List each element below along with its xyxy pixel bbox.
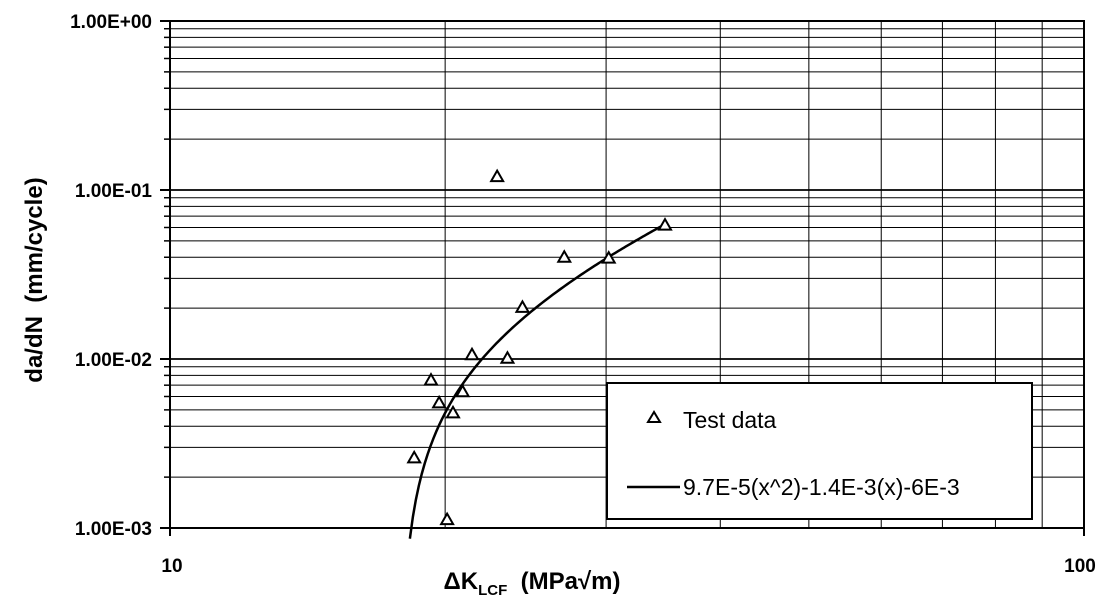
y-tick-label: 1.00E-03 [75,519,152,540]
plot-border [169,20,1085,529]
legend: Test data 9.7E-5(x^2)-1.4E-3(x)-6E-3 [606,382,1033,520]
legend-box [606,382,1033,520]
data-points-layer [406,168,673,526]
data-point-triangle [556,249,572,263]
data-point-triangle [439,511,455,526]
data-point-triangle [601,250,617,264]
data-point-triangle [489,168,505,183]
x-axis-title-units: (MPa√m) [521,568,621,595]
legend-triangle-marker-icon [646,410,662,423]
data-point-triangle [454,383,471,398]
y-tick-label: 1.00E-01 [75,181,153,202]
legend-label-fit: 9.7E-5(x^2)-1.4E-3(x)-6E-3 [683,474,960,500]
data-point-triangle [431,394,447,409]
y-tick-label: 1.00E-02 [75,350,152,371]
data-point-triangle [499,350,516,364]
y-axis-title: da/dN (mm/cycle) [21,177,48,382]
major-grid [170,189,1084,360]
x-tick-label: 100 [1064,556,1096,577]
data-point-triangle [657,217,673,231]
fit-curve-layer [408,221,668,539]
data-point-triangle [514,299,531,313]
fit-curve-line [408,221,668,539]
y-tick-label: 1.00E+00 [70,12,152,33]
data-point-triangle [445,404,461,419]
data-point-triangle [406,449,422,464]
legend-label-test-data: Test data [683,407,777,433]
x-axis-title: ΔKLCF (MPa√m) [444,568,621,599]
x-tick-label: 10 [161,556,182,577]
data-point-triangle [423,372,439,386]
data-point-triangle [464,346,480,361]
x-axis-title-symbol: ΔK [444,568,479,595]
x-axis-title-subscript: LCF [478,582,507,599]
